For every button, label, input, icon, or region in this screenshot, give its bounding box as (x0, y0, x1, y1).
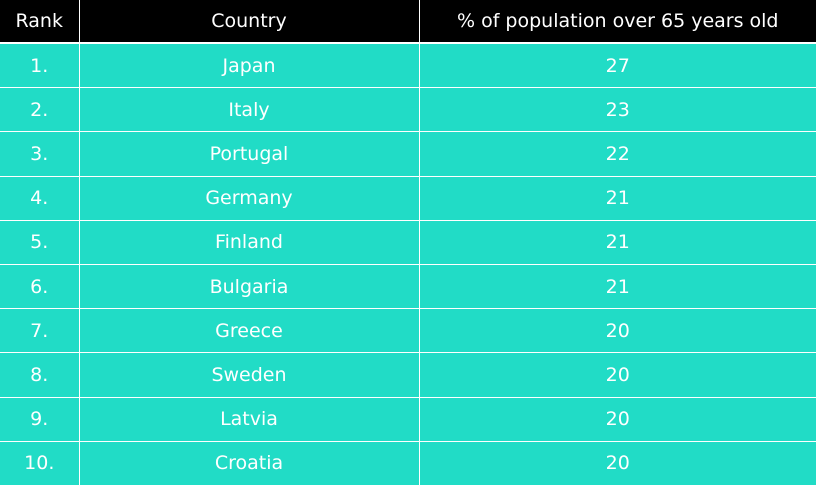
rank-cell: 4. (0, 176, 80, 221)
percent-cell: 20 (419, 441, 816, 485)
country-cell: Italy (79, 87, 420, 133)
table-row: 1. Japan 27 (0, 43, 816, 89)
rank-cell: 3. (0, 131, 80, 177)
rank-cell: 1. (0, 43, 80, 89)
table-row: 7. Greece 20 (0, 308, 816, 354)
percent-cell: 20 (419, 397, 816, 442)
country-cell: Latvia (79, 397, 420, 442)
table-row: 6. Bulgaria 21 (0, 264, 816, 310)
rank-cell: 5. (0, 220, 80, 265)
country-cell: Germany (79, 176, 420, 221)
table-row: 2. Italy 23 (0, 87, 816, 133)
country-cell: Greece (79, 308, 420, 354)
column-header-percent: % of population over 65 years old (419, 0, 816, 44)
rank-cell: 10. (0, 441, 80, 485)
country-cell: Japan (79, 43, 420, 89)
rank-cell: 7. (0, 308, 80, 354)
percent-cell: 21 (419, 220, 816, 265)
rank-cell: 6. (0, 264, 80, 310)
table-header: Rank Country % of population over 65 yea… (0, 0, 816, 44)
percent-cell: 27 (419, 43, 816, 89)
percent-cell: 20 (419, 352, 816, 398)
table-row: 9. Latvia 20 (0, 397, 816, 442)
table-row: 10. Croatia 20 (0, 441, 816, 485)
country-cell: Portugal (79, 131, 420, 177)
rank-cell: 8. (0, 352, 80, 398)
table-row: 4. Germany 21 (0, 176, 816, 221)
country-cell: Bulgaria (79, 264, 420, 310)
rank-cell: 2. (0, 87, 80, 133)
column-header-rank: Rank (0, 0, 80, 44)
header-row: Rank Country % of population over 65 yea… (0, 0, 816, 44)
rank-cell: 9. (0, 397, 80, 442)
table-row: 3. Portugal 22 (0, 131, 816, 177)
table-row: 5. Finland 21 (0, 220, 816, 265)
country-cell: Sweden (79, 352, 420, 398)
table-body: 1. Japan 27 2. Italy 23 3. Portugal 22 4. Germany 2… (0, 43, 816, 485)
percent-cell: 22 (419, 131, 816, 177)
percent-cell: 21 (419, 264, 816, 310)
table-row: 8. Sweden 20 (0, 352, 816, 398)
percent-cell: 23 (419, 87, 816, 133)
country-cell: Croatia (79, 441, 420, 485)
percent-cell: 21 (419, 176, 816, 221)
column-header-country: Country (79, 0, 420, 44)
country-cell: Finland (79, 220, 420, 265)
percent-cell: 20 (419, 308, 816, 354)
